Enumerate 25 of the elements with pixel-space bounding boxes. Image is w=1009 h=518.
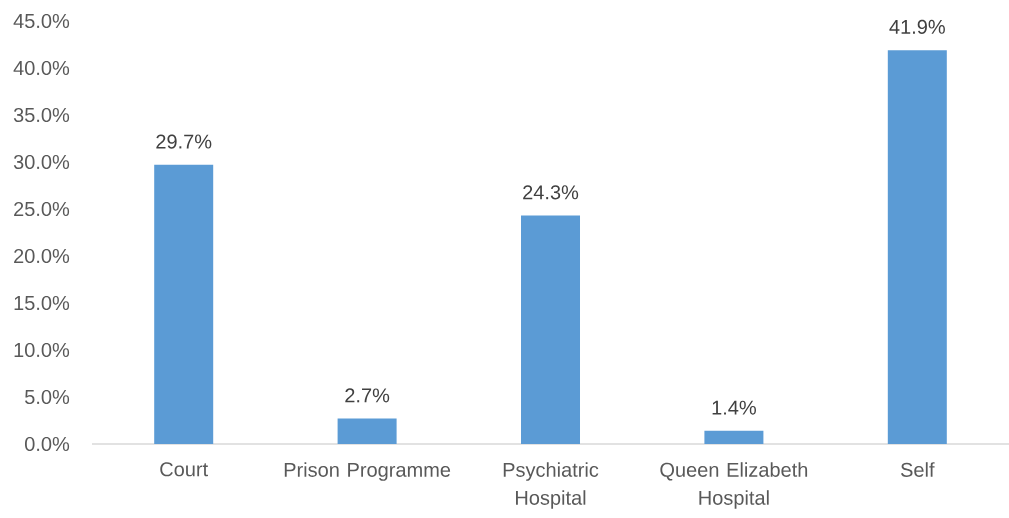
x-tick-label: Psychiatric Hospital [503, 462, 599, 509]
y-tick-label: 20.0% [14, 248, 70, 264]
data-label: 41.9% [889, 19, 945, 34]
y-tick-label: 5.0% [25, 389, 70, 405]
bar [521, 215, 580, 444]
x-tick-label: Queen Elizabeth Hospital [660, 462, 808, 509]
data-label: 24.3% [523, 185, 579, 200]
data-label: 2.7% [345, 388, 390, 403]
y-tick-label: 0.0% [25, 436, 70, 452]
data-label: 1.4% [712, 400, 756, 415]
y-tick-label: 15.0% [14, 295, 70, 311]
bar [887, 50, 947, 444]
bar [704, 430, 764, 444]
y-tick-label: 30.0% [13, 154, 70, 170]
bar [154, 164, 214, 444]
x-tick-label: Prison Programme [284, 462, 451, 481]
bar [337, 418, 397, 444]
y-tick-label: 45.0% [13, 13, 70, 29]
y-tick-label: 25.0% [14, 201, 70, 217]
data-label: 29.7% [156, 134, 212, 149]
y-tick-label: 10.0% [14, 342, 70, 358]
x-tick-label: Self [900, 462, 935, 477]
y-tick-label: 35.0% [13, 107, 70, 123]
x-tick-label: Court [160, 462, 208, 477]
y-tick-label: 40.0% [13, 60, 70, 76]
